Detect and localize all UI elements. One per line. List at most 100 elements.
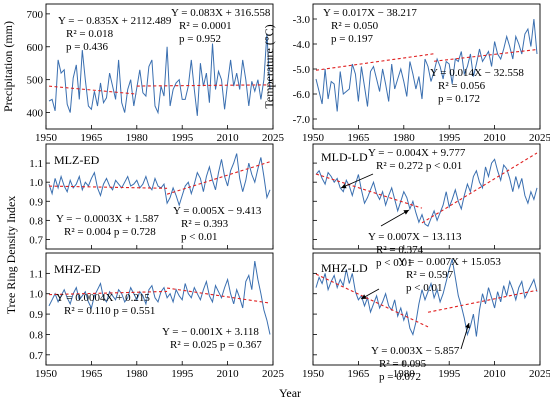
x-tick-label: 1950: [35, 132, 58, 144]
regression-annotation: R² = 0.110 p = 0.551: [64, 305, 155, 317]
regression-annotation: Y = 0.005X − 9.413: [173, 205, 262, 217]
regression-annotation: R² = 0.004 p = 0.728: [64, 226, 156, 238]
x-tick-label: 1980: [393, 132, 416, 144]
y-tick-label: 0.7: [29, 350, 43, 362]
panel-label: MLZ-ED: [54, 153, 100, 167]
regression-annotation: R² = 0.056: [438, 80, 486, 92]
y-tick-label: -7.0: [293, 114, 311, 126]
trend-line: [166, 161, 271, 195]
x-tick-label: 1980: [126, 368, 149, 380]
x-tick-label: 2010: [484, 132, 507, 144]
x-tick-label: 1995: [438, 368, 461, 380]
series-line: [315, 158, 538, 227]
arrow-head: [465, 323, 470, 329]
series-line: [48, 261, 271, 335]
y-axis-label: Temperature (°C): [262, 24, 276, 108]
trend-line: [434, 48, 538, 62]
x-axis-label: Year: [279, 386, 301, 400]
trend-line: [315, 273, 429, 328]
x-tick-label: 2010: [217, 368, 240, 380]
plot-frame: [45, 3, 274, 130]
plot-frame: [45, 143, 274, 250]
regression-annotation: R² = 0.050: [331, 20, 379, 32]
y-tick-label: 1.0: [29, 289, 43, 301]
precipitation-panel: 1950 1965 1980 1995 2010 2025 400 500 600 700 Prec…: [1, 3, 285, 144]
trend-line: [421, 152, 538, 224]
regression-annotation: p < 0.01: [181, 231, 217, 243]
temperature-panel: 1950 1965 1980 1995 2010 2025 -7.0 -6.0 -5.0 -4.0…: [262, 3, 550, 144]
y-tick-label: 500: [27, 75, 44, 87]
trend-line: [315, 53, 435, 71]
regression-annotation: Y = − 0.001X + 3.118: [162, 326, 259, 338]
x-tick-label: 1965: [80, 368, 103, 380]
regression-annotation: Y = − 0.835X + 2112.489: [58, 15, 172, 27]
x-tick-label: 1950: [35, 368, 58, 380]
series-line: [315, 18, 538, 112]
x-tick-label: 2025: [529, 132, 550, 144]
plot-frame: [45, 252, 274, 366]
x-tick-label: 2010: [484, 368, 507, 380]
mlz-ed-panel: 0.7 0.8 0.9 1.0 1.1 MLZ-ED Y = − 0.0003X + 1.5…: [29, 143, 274, 250]
x-tick-label: 1995: [171, 132, 194, 144]
series-line: [48, 33, 271, 116]
arrow-head: [361, 294, 367, 299]
x-tick-label: 1965: [347, 132, 370, 144]
x-tick-label: 2025: [262, 368, 285, 380]
y-tick-label: -5.0: [293, 64, 311, 76]
regression-annotation: R² = 0.025 p = 0.367: [170, 339, 262, 351]
y-tick-label: -3.0: [293, 14, 311, 26]
regression-annotation: R² = 0.374: [376, 244, 424, 256]
y-tick-label: 0.7: [29, 234, 43, 246]
regression-annotation: p = 0.952: [179, 33, 221, 45]
plot-frame: [312, 143, 541, 250]
regression-annotation: Y = 0.007X − 13.113: [368, 231, 462, 243]
regression-annotation: p = 0.436: [66, 41, 108, 53]
x-tick-label: 2025: [262, 132, 285, 144]
panel-label: MLD-LD: [321, 150, 368, 164]
regression-annotation: p < 0.01: [406, 282, 442, 294]
y-tick-label: 400: [27, 108, 44, 120]
regression-annotation: R² = 0.597: [406, 269, 454, 281]
regression-annotation: Y = 0.014X − 32.558: [430, 67, 524, 79]
regression-annotation: Y = − 0.007X + 15.053: [398, 256, 501, 268]
regression-annotation: R² = 0.272 p < 0.01: [376, 160, 462, 172]
annotation-arrow: [340, 173, 374, 189]
y-tick-label: 1.0: [29, 177, 43, 189]
panel-label: MHZ-ED: [54, 262, 101, 276]
trend-line: [315, 173, 423, 209]
regression-annotation: Y = − 0.0003X + 1.587: [56, 213, 159, 225]
x-tick-label: 1980: [126, 132, 149, 144]
x-tick-label: 2025: [529, 368, 550, 380]
shared-y-axis-label: Tree Ring Density Index: [4, 196, 18, 315]
regression-annotation: p = 0.197: [331, 33, 373, 45]
regression-annotation: p = 0.072: [379, 371, 421, 383]
regression-annotation: p = 0.172: [438, 93, 480, 105]
x-tick-label: 1995: [171, 368, 194, 380]
arrow-head: [403, 210, 409, 215]
regression-annotation: Y = 0.083X + 316.558: [171, 7, 271, 19]
trend-line: [427, 289, 538, 313]
y-tick-label: -6.0: [293, 89, 311, 101]
x-tick-label: 1980: [393, 368, 416, 380]
x-tick-label: 2010: [217, 132, 240, 144]
panel-label: MHZ-LD: [321, 261, 368, 275]
x-tick-label: 1950: [302, 368, 325, 380]
plot-frame: [312, 252, 541, 366]
regression-annotation: p < 0.01: [376, 257, 412, 269]
x-tick-label: 1950: [302, 132, 325, 144]
series-line: [315, 258, 538, 337]
regression-annotation: Y = 0.003X − 5.857: [371, 345, 460, 357]
trend-line: [136, 84, 270, 87]
regression-annotation: Y = − 0.004X + 9.777: [368, 147, 466, 159]
arrow-head: [341, 183, 347, 189]
x-tick-label: 1965: [80, 132, 103, 144]
mhz-ld-panel: 1950 1965 1980 1995 2010 2025 MHZ-LD Y = − 0.00…: [302, 252, 550, 383]
y-tick-label: 1.1: [29, 158, 43, 170]
y-tick-label: 0.9: [29, 309, 43, 321]
y-tick-label: 0.8: [29, 215, 43, 227]
y-tick-label: 0.9: [29, 196, 43, 208]
y-axis-label: Precipitation (mm): [1, 21, 15, 112]
trend-line: [48, 85, 137, 95]
